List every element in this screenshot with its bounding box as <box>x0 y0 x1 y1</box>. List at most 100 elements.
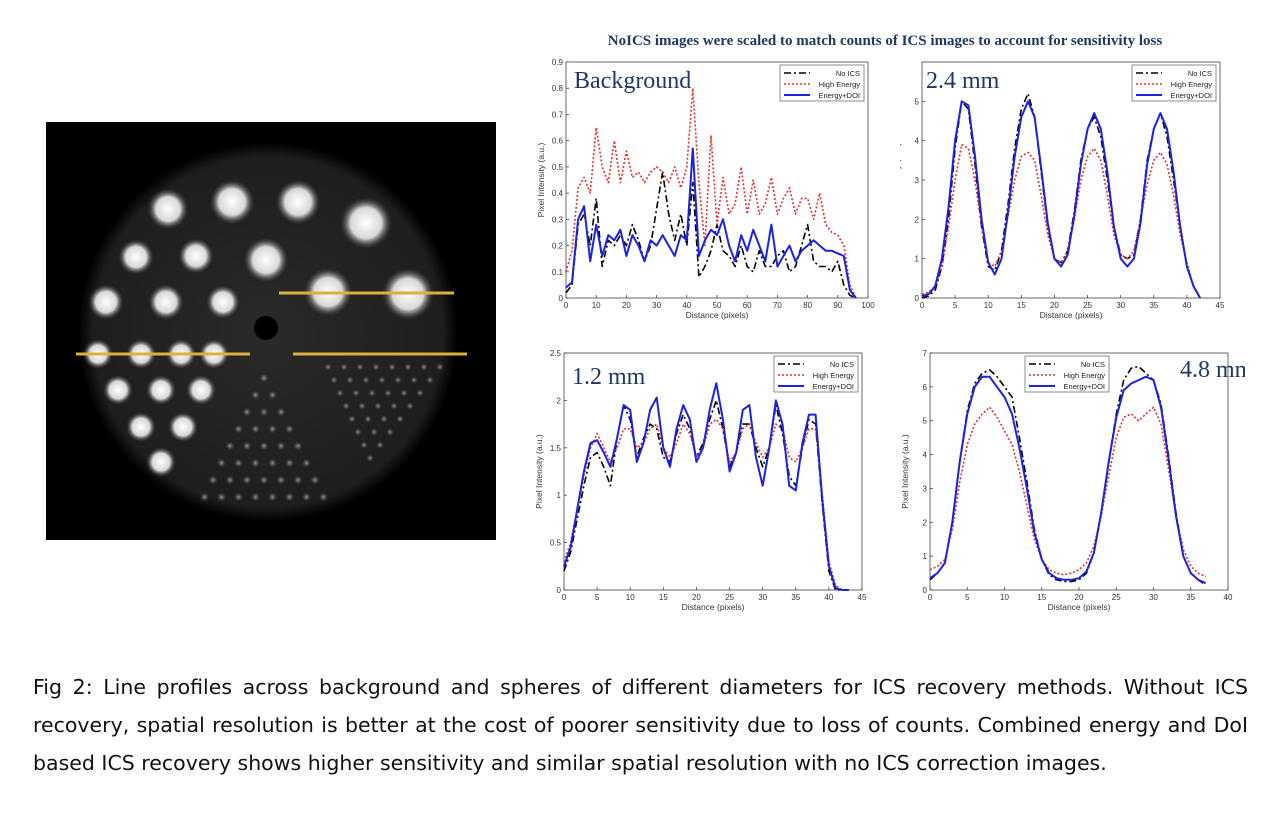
y-tick-label: 0.5 <box>550 539 562 548</box>
small-sphere <box>232 491 245 503</box>
small-sphere <box>292 440 304 452</box>
x-axis-label: Distance (pixels) <box>686 310 749 320</box>
y-tick-label: 0.4 <box>552 189 564 198</box>
sphere <box>147 283 185 321</box>
small-sphere <box>266 491 279 503</box>
sphere <box>274 178 322 226</box>
x-tick-label: 10 <box>1000 593 1009 602</box>
legend-label: Energy+DOI <box>813 382 854 391</box>
small-sphere <box>198 491 211 503</box>
x-tick-label: 5 <box>965 593 970 602</box>
x-tick-label: 20 <box>1075 593 1084 602</box>
plot-area <box>929 352 1229 591</box>
x-tick-label: 50 <box>713 301 722 310</box>
y-axis-label: Pixel Intensity (a.u.) <box>536 143 546 218</box>
small-sphere <box>317 491 330 503</box>
x-tick-label: 10 <box>626 593 635 602</box>
small-sphere <box>275 406 287 418</box>
small-sphere <box>258 474 270 486</box>
small-sphere <box>207 474 219 486</box>
phantom-image <box>46 122 496 540</box>
y-tick-label: 0.6 <box>552 137 564 146</box>
small-sphere <box>283 457 296 469</box>
x-tick-label: 40 <box>682 301 691 310</box>
series-line-no-ics <box>565 171 857 299</box>
x-tick-label: 25 <box>725 593 734 602</box>
small-sphere <box>405 401 415 411</box>
y-tick-label: 6 <box>923 383 928 392</box>
x-tick-label: 60 <box>743 301 752 310</box>
small-sphere <box>425 375 435 385</box>
legend-label: Energy+DOI <box>1064 382 1105 391</box>
x-tick-label: 20 <box>1050 301 1059 310</box>
series-line-energy-doi <box>921 100 1201 299</box>
x-tick-label: 45 <box>1216 301 1225 310</box>
sphere <box>242 236 290 284</box>
x-axis-label: Distance (pixels) <box>682 602 745 612</box>
small-sphere <box>355 362 365 372</box>
y-tick-label: 0 <box>559 294 564 303</box>
small-sphere <box>275 440 287 452</box>
small-sphere <box>292 474 304 486</box>
y-tick-label: 0.9 <box>552 58 564 67</box>
x-tick-label: 35 <box>1149 301 1158 310</box>
small-sphere <box>385 427 395 437</box>
y-tick-label: 5 <box>915 97 920 106</box>
small-sphere <box>335 388 345 398</box>
small-sphere <box>249 457 262 469</box>
sphere <box>145 446 177 478</box>
y-tick-label: 0 <box>915 294 920 303</box>
series-line-energy-doi <box>563 382 849 591</box>
small-sphere <box>377 375 387 385</box>
x-tick-label: 70 <box>773 301 782 310</box>
small-sphere <box>300 491 313 503</box>
legend-label: High Energy <box>1064 371 1106 380</box>
x-tick-label: 15 <box>659 593 668 602</box>
panel-label: Background <box>574 68 691 94</box>
y-tick-label: 0.3 <box>552 215 564 224</box>
x-tick-label: 10 <box>984 301 993 310</box>
small-sphere <box>215 457 228 469</box>
x-tick-label: 80 <box>803 301 812 310</box>
small-sphere <box>373 401 383 411</box>
x-tick-label: 5 <box>595 593 600 602</box>
small-sphere <box>403 362 413 372</box>
figure-caption: Fig 2: Line profiles across background a… <box>33 675 1248 775</box>
small-sphere <box>258 406 270 418</box>
x-tick-label: 20 <box>692 593 701 602</box>
legend-label: High Energy <box>813 371 855 380</box>
small-sphere <box>224 440 236 452</box>
y-tick-label: 2.5 <box>550 349 562 358</box>
small-sphere <box>371 362 381 372</box>
plot-1.2mm: 0 5 10 15 20 25 30 35 40 45 0 0.5 1 1.5 2 2.5 Distance (… <box>534 349 867 612</box>
y-tick-label: 0 <box>923 586 928 595</box>
small-sphere <box>249 389 262 401</box>
small-sphere <box>365 453 375 463</box>
series-line-high-energy <box>929 406 1207 578</box>
sphere <box>185 374 217 406</box>
x-tick-label: 0 <box>564 301 569 310</box>
legend-label: No ICS <box>1188 69 1212 78</box>
panel-label: 1.2 mm <box>572 364 646 390</box>
y-tick-label: 2 <box>923 518 928 527</box>
small-sphere <box>241 474 253 486</box>
plot-area <box>565 61 869 299</box>
series-line-no-ics <box>929 365 1207 586</box>
small-sphere <box>363 414 373 424</box>
small-sphere <box>266 423 279 435</box>
legend-label: No ICS <box>836 69 860 78</box>
small-sphere <box>241 406 253 418</box>
small-sphere <box>435 362 445 372</box>
small-sphere <box>339 362 349 372</box>
small-sphere <box>329 375 339 385</box>
small-sphere <box>353 427 363 437</box>
x-tick-label: 35 <box>1186 593 1195 602</box>
legend-label: High Energy <box>819 80 861 89</box>
small-sphere <box>369 427 379 437</box>
x-tick-label: 25 <box>1112 593 1121 602</box>
y-axis-label: Pixel Intensity (a.u.) <box>900 434 910 509</box>
x-axis-label: Distance (pixels) <box>1048 602 1111 612</box>
x-tick-label: 45 <box>858 593 867 602</box>
legend-label: Energy+DOI <box>1171 91 1212 100</box>
sphere <box>125 411 157 443</box>
